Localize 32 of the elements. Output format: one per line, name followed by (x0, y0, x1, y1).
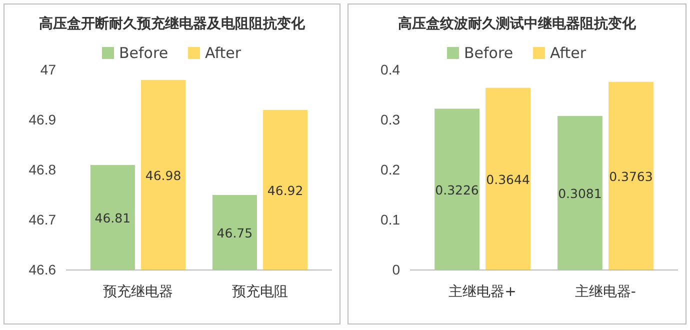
legend-label: After (550, 44, 587, 62)
data-label: 46.75 (216, 226, 253, 240)
bar (558, 116, 602, 270)
data-label: 0.3644 (486, 172, 530, 187)
y-tick-label: 0 (392, 261, 400, 278)
x-tick-label: 预充电阻 (232, 284, 288, 300)
legend-label: After (205, 44, 242, 62)
y-tick-label: 46.7 (28, 211, 56, 228)
legend-label: Before (464, 44, 514, 62)
bar (434, 108, 480, 270)
chart-title: 高压盒开断耐久预充继电器及电阻阻抗变化 (39, 15, 306, 32)
x-tick-label: 主继电器+ (448, 284, 516, 300)
y-tick-label: 47 (40, 61, 56, 78)
chart-title: 高压盒纹波耐久测试中继电器阻抗变化 (398, 15, 637, 32)
data-label: 46.81 (94, 210, 131, 226)
y-tick-label: 0.4 (380, 61, 400, 78)
data-label: 0.3763 (609, 168, 653, 184)
data-label: 46.92 (267, 183, 304, 198)
x-tick-label: 主继电器- (574, 284, 636, 300)
bar (486, 88, 530, 270)
x-tick-label: 预充继电器 (102, 284, 173, 300)
legend-label: Before (119, 44, 168, 62)
y-tick-label: 0.2 (380, 161, 400, 178)
y-tick-label: 46.9 (28, 111, 56, 128)
bar (608, 82, 654, 270)
data-label: 46.98 (145, 168, 182, 183)
data-label: 0.3081 (558, 186, 602, 201)
data-label: 0.3226 (435, 182, 479, 198)
y-tick-label: 0.3 (380, 111, 400, 128)
y-tick-label: 46.6 (28, 261, 56, 278)
y-tick-label: 0.1 (380, 211, 400, 228)
y-tick-label: 46.8 (28, 161, 56, 178)
